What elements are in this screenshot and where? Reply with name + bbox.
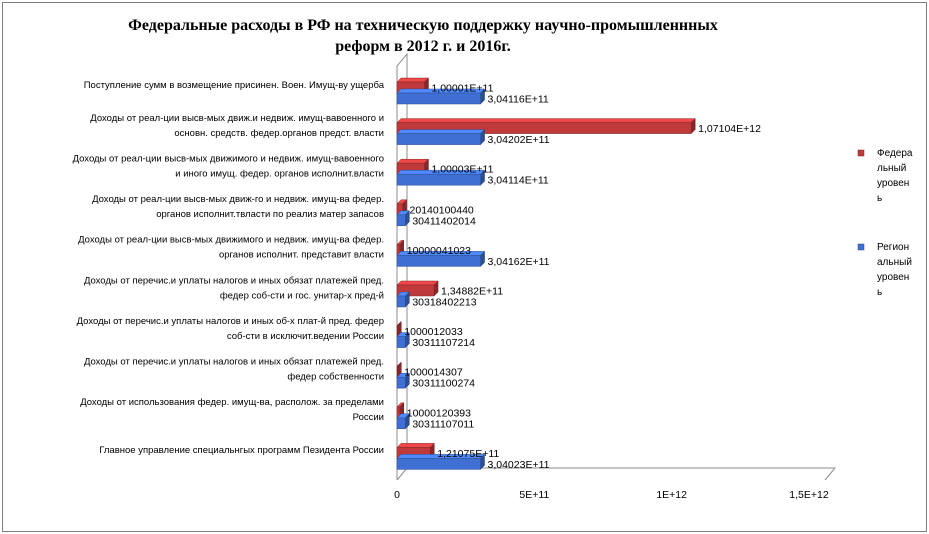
bar-regional-front (396, 458, 481, 470)
category-label: Доходы от использования федер. имущ-ва, … (80, 397, 384, 423)
bar-federal-front (396, 122, 692, 134)
legend-swatch-regional (857, 243, 865, 251)
data-label-federal: 1,00003E+11 (431, 164, 493, 176)
category-label: Доходы от реал-ции высв-мых движимого и … (73, 154, 384, 180)
data-label-federal: 10000120393 (407, 407, 471, 419)
category-label: Доходы от реал-ции высв-мых движимого и … (78, 235, 384, 261)
bar-regional-front (396, 336, 406, 348)
x-tick-label: 1,5E+12 (789, 489, 829, 501)
bar-federal-top (396, 158, 430, 164)
category-label: Поступление сумм в возмещение присинен. … (84, 80, 385, 91)
bar-federal-front (396, 325, 398, 337)
data-label-federal: 1,34882E+11 (441, 286, 503, 298)
chart-title: Федеральные расходы в РФ на техническую … (128, 17, 718, 55)
bar-regional (396, 453, 486, 471)
bar-federal (396, 280, 439, 297)
bar-regional-front (396, 255, 481, 267)
data-label-federal: 10000041023 (407, 245, 471, 257)
data-label-federal: 1,07104E+12 (698, 123, 761, 135)
data-label-federal: 1,00001E+11 (431, 83, 493, 95)
category-label: Главное управление специальнгых программ… (99, 445, 384, 456)
bar-regional-front (396, 376, 406, 389)
data-label-regional: 3,04162E+11 (488, 256, 550, 268)
bar-regional (396, 210, 410, 227)
data-label-federal: 20140100440 (410, 204, 474, 216)
bar-federal-top (396, 118, 696, 123)
x-tick-label: 5E+11 (519, 489, 549, 501)
bar-regional-front (396, 417, 406, 430)
data-label-federal: 1000012033 (404, 326, 463, 338)
data-label-regional: 30311100274 (412, 378, 475, 390)
legend-label-federal: Федера льный уровен ь (877, 148, 913, 204)
category-label: Доходы от перечис.и уплаты налогов и ины… (84, 357, 384, 383)
data-label-regional: 30411402014 (412, 215, 476, 227)
data-label-regional: 3,04116E+11 (488, 94, 549, 106)
x-axis-floor (396, 467, 837, 481)
bar-federal-top (396, 280, 439, 286)
category-label: Доходы от реал-ции высв-мых движ-го и не… (92, 194, 384, 220)
bar-regional (396, 169, 486, 186)
bar-federal-top (396, 443, 435, 448)
bar-regional-front (396, 92, 481, 105)
bar-regional (396, 250, 486, 268)
bar-regional (396, 88, 486, 105)
data-label-regional: 30311107214 (412, 337, 475, 349)
bar-regional-front (396, 173, 481, 186)
data-label-federal: 1000014307 (404, 367, 463, 379)
bar-regional (396, 372, 410, 389)
bar-regional-front (396, 133, 481, 145)
bar-federal-top (396, 77, 430, 83)
bar-regional-top (396, 129, 486, 134)
data-label-federal: 1,21075E+11 (437, 448, 499, 460)
data-label-regional: 3,04114E+11 (488, 175, 549, 187)
bar-regional-front (396, 214, 406, 227)
category-label: Доходы от перечис.и уплаты налогов и ины… (84, 275, 384, 301)
bar-regional (396, 128, 486, 146)
bar-federal (396, 158, 430, 175)
bar-federal-front (396, 365, 398, 378)
x-tick-label: 0 (394, 489, 400, 501)
category-label: Доходы от перечис.и уплаты налогов и ины… (77, 316, 384, 342)
bar-regional-front (396, 295, 406, 308)
data-label-regional: 30311107011 (412, 418, 474, 430)
bar-federal (396, 117, 696, 135)
category-label: Доходы от реал-ции высв-мых движ.и недви… (90, 113, 384, 139)
bar-federal-front (396, 284, 435, 297)
data-label-regional: 3,04202E+11 (488, 134, 550, 146)
legend-label-regional: Регион альный уровен ь (877, 242, 912, 298)
bar-regional (396, 331, 410, 349)
data-label-regional: 3,04023E+11 (488, 459, 550, 471)
legend-swatch-federal (857, 149, 865, 157)
x-tick-label: 1E+12 (656, 489, 687, 501)
bar-regional (396, 291, 410, 308)
bar-regional (396, 413, 410, 430)
data-label-regional: 30318402213 (412, 297, 476, 309)
